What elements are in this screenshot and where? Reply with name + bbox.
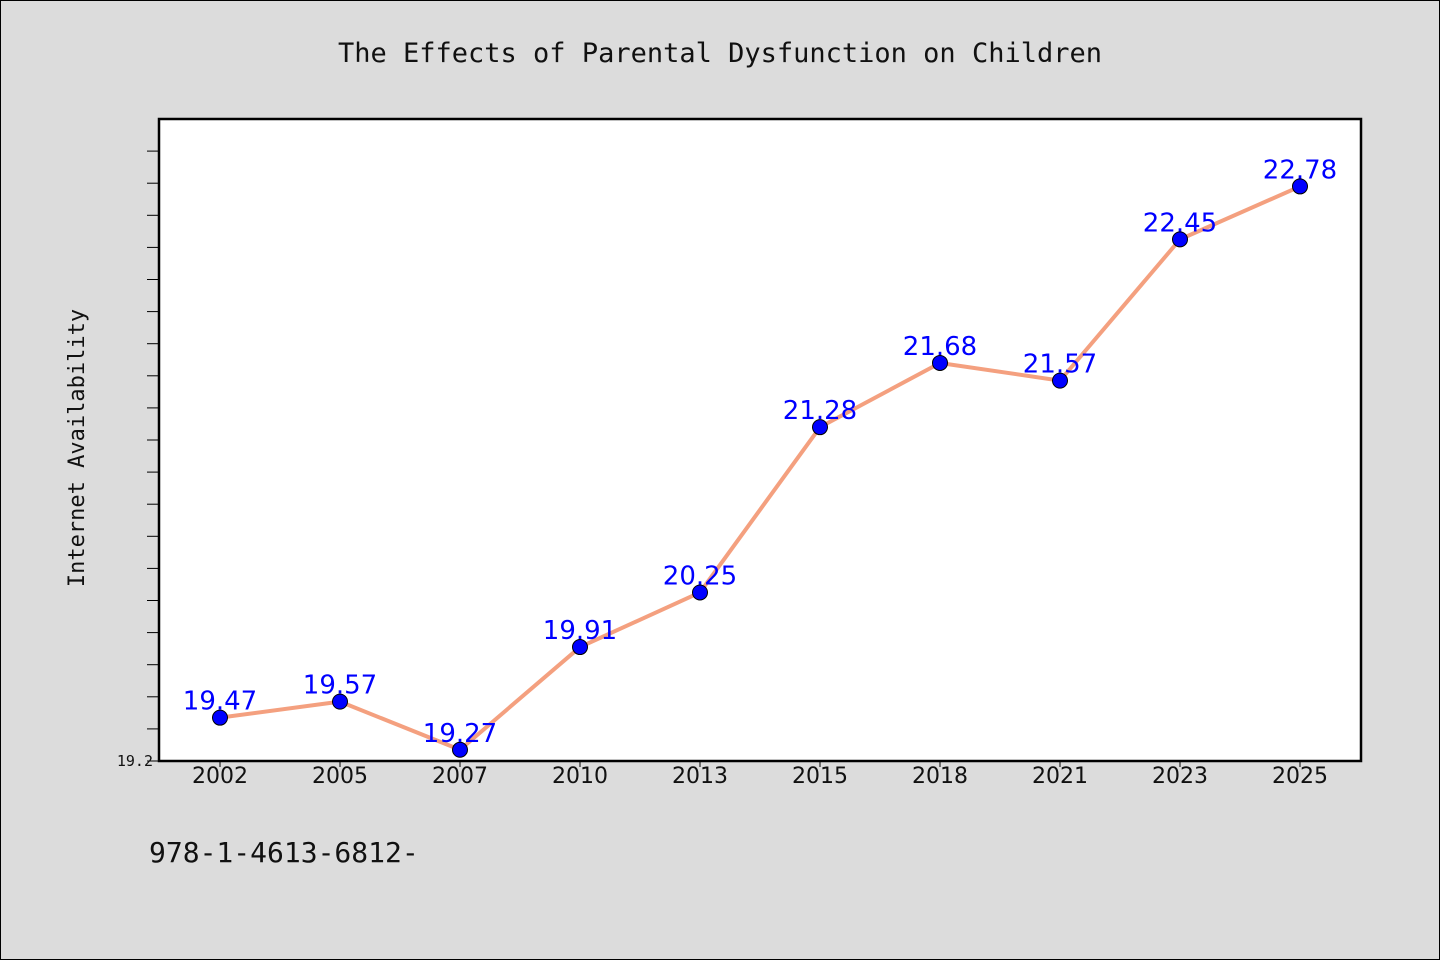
data-point	[812, 419, 828, 436]
data-label: 21.28	[783, 396, 857, 426]
series-group: 19.47 19.57 19.27 19.91 20.25 21.28 21.68 21.57…	[183, 155, 1337, 758]
x-tick-label: 2023	[1152, 764, 1208, 789]
data-point	[452, 741, 468, 758]
y-axis-label: Internet Availability	[65, 309, 90, 587]
data-point	[332, 693, 348, 710]
data-point	[212, 709, 228, 726]
x-tick-label: 2018	[912, 764, 968, 789]
data-label: 22.78	[1263, 155, 1337, 185]
data-label: 19.91	[543, 616, 617, 646]
footer-code: 978-1-4613-6812-	[149, 836, 419, 869]
x-tick-label: 2015	[792, 764, 848, 789]
x-tick-label: 2025	[1272, 764, 1328, 789]
data-label: 21.57	[1023, 350, 1097, 380]
x-tick-label: 2007	[432, 764, 488, 789]
data-point	[1292, 178, 1308, 195]
data-label: 19.57	[303, 671, 377, 701]
data-point	[1172, 231, 1188, 248]
x-axis-ticks: 2002 2005 2007 2010 2013 2015 2018 2021 2023 2025	[192, 761, 1328, 789]
data-point	[572, 639, 588, 656]
data-point	[692, 584, 708, 601]
plot-area	[157, 117, 1363, 763]
x-tick-label: 2013	[672, 764, 728, 789]
y-tick-label: 19.2	[117, 752, 153, 770]
data-label: 20.25	[663, 561, 737, 591]
chart-title: The Effects of Parental Dysfunction on C…	[338, 38, 1102, 69]
data-label: 19.47	[183, 687, 257, 717]
x-tick-label: 2021	[1032, 764, 1088, 789]
x-tick-label: 2010	[552, 764, 608, 789]
data-label: 21.68	[903, 332, 977, 362]
data-point	[1052, 372, 1068, 389]
series-line	[219, 184, 1301, 752]
data-point	[932, 354, 948, 371]
data-label: 19.27	[423, 719, 497, 749]
y-axis-ticks: 19.2	[117, 150, 159, 770]
x-tick-label: 2005	[312, 764, 368, 789]
x-tick-label: 2002	[192, 764, 248, 789]
data-label: 22.45	[1143, 208, 1217, 238]
